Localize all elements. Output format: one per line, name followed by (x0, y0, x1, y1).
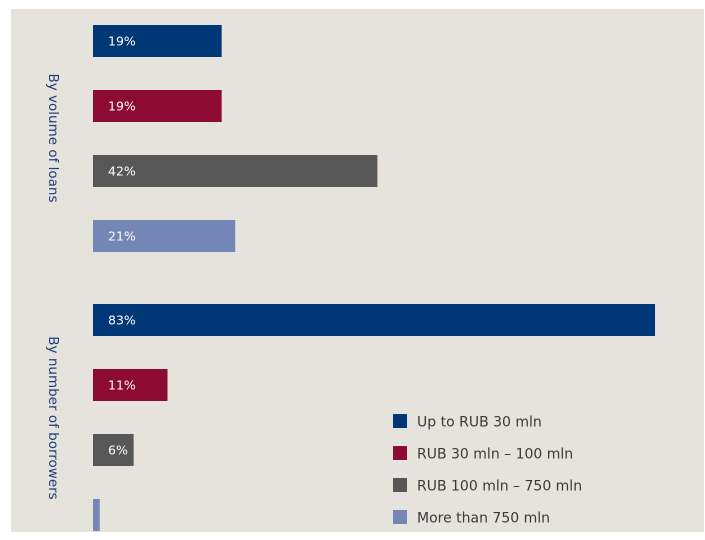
legend-label-3: RUB 100 mln – 750 mln (417, 479, 582, 495)
group-label-volume: By volume of loans (45, 73, 61, 202)
legend-label-4: More than 750 mln (417, 511, 550, 527)
legend-swatch-2 (393, 446, 407, 460)
bar-value-label: 21% (108, 229, 136, 244)
legend-label-1: Up to RUB 30 mln (417, 415, 542, 431)
bar-value-label: 42% (108, 164, 136, 179)
bar-value-label: 19% (108, 99, 136, 114)
legend-label-2: RUB 30 mln – 100 mln (417, 447, 573, 463)
bar-value-label: 19% (108, 34, 136, 49)
bar-value-label: 6% (108, 443, 128, 458)
group-label-borrowers: By number of borrowers (45, 336, 61, 499)
bar-value-label: 11% (108, 378, 136, 393)
legend-swatch-3 (393, 478, 407, 492)
chart-panel: 19% 19% 42% 21% By volume of loans 83% 11% 6% By… (11, 9, 704, 532)
bar-borrowers-1 (93, 304, 655, 336)
chart-svg: 19% 19% 42% 21% By volume of loans 83% 11% 6% By… (11, 9, 704, 532)
legend-swatch-4 (393, 510, 407, 524)
legend-swatch-1 (393, 414, 407, 428)
bar-borrowers-4 (93, 499, 100, 531)
bar-value-label: 83% (108, 313, 136, 328)
